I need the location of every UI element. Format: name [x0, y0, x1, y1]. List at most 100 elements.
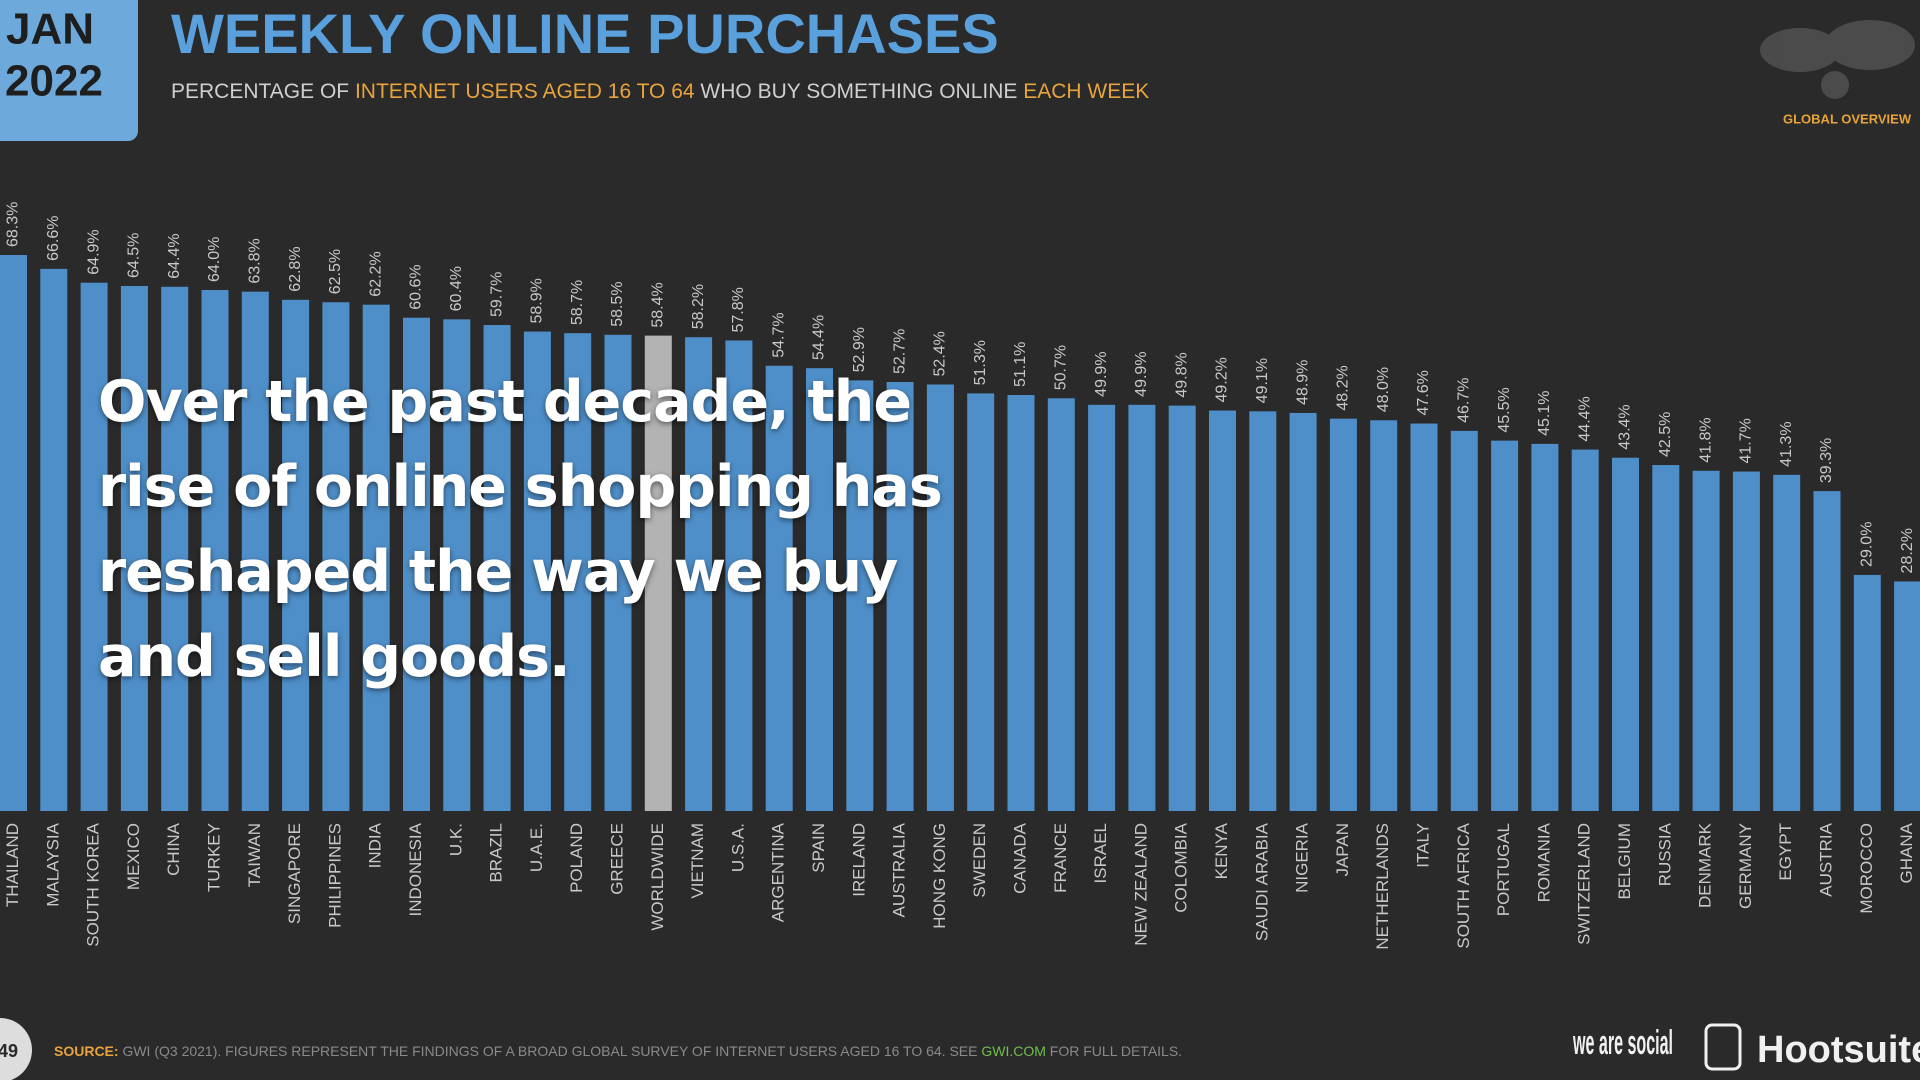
date-month: JAN [6, 5, 94, 54]
x-tick-label: MALAYSIA [43, 822, 62, 906]
x-tick-label: AUSTRIA [1816, 822, 1835, 896]
x-tick-label: ITALY [1413, 823, 1432, 868]
value-label: 60.6% [408, 264, 425, 309]
x-tick-label: TURKEY [204, 823, 223, 892]
bar [1531, 443, 1559, 811]
x-tick-label: EGYPT [1776, 823, 1795, 881]
bar [1692, 470, 1720, 811]
value-label: 51.3% [972, 340, 989, 385]
value-label: 41.3% [1778, 421, 1795, 466]
bar [80, 282, 108, 811]
bar [1813, 491, 1841, 811]
logo-we-are-social: we are social [1573, 1024, 1673, 1062]
owl-icon [1704, 1023, 1742, 1071]
value-label: 58.9% [529, 278, 546, 323]
value-label: 41.7% [1738, 418, 1755, 463]
value-label: 54.4% [811, 315, 828, 360]
bar [644, 335, 672, 811]
x-tick-label: BELGIUM [1615, 823, 1634, 900]
bar [967, 393, 995, 811]
value-label: 64.5% [126, 233, 143, 278]
bar [241, 291, 269, 812]
source: SOURCE: GWI (Q3 2021). FIGURES REPRESENT… [54, 1043, 1182, 1059]
x-tick-label: SOUTH KOREA [84, 822, 103, 946]
x-tick-label: U.A.E. [527, 823, 546, 872]
value-label: 49.1% [1254, 358, 1271, 403]
bar [201, 290, 229, 811]
value-label: 60.4% [448, 266, 465, 311]
x-tick-label: INDIA [366, 822, 385, 868]
bar [1047, 398, 1075, 811]
value-label: 49.9% [1133, 351, 1150, 396]
value-label: 52.9% [851, 327, 868, 372]
value-label: 52.7% [891, 329, 908, 374]
x-tick-label: BRAZIL [487, 823, 506, 883]
bar [1289, 412, 1317, 811]
value-label: 64.4% [166, 233, 183, 278]
subtitle-part: WHO BUY SOMETHING ONLINE [695, 80, 1024, 103]
bar [765, 365, 793, 811]
bar [161, 286, 189, 811]
bar [1209, 410, 1236, 811]
value-label: 62.8% [287, 246, 304, 291]
x-tick-label: PORTUGAL [1494, 823, 1513, 916]
value-label: 58.4% [650, 282, 667, 327]
value-label: 45.1% [1536, 391, 1553, 436]
date-box [0, 0, 138, 141]
x-tick-label: GERMANY [1736, 823, 1755, 909]
x-tick-label: KENYA [1212, 822, 1231, 879]
x-tick-label: SAUDI ARABIA [1252, 822, 1271, 941]
value-label: 50.7% [1053, 345, 1070, 390]
x-tick-label: NETHERLANDS [1373, 823, 1392, 950]
world-map-icon [1760, 20, 1915, 99]
value-label: 58.2% [690, 284, 707, 329]
x-tick-label: MEXICO [124, 823, 143, 890]
bars: 68.3% THAILAND 66.6% MALAYSIA 64.9% SOUTH KOR… [0, 202, 1920, 950]
page-circle [0, 1018, 32, 1080]
value-label: 28.2% [1899, 528, 1916, 573]
value-label: 39.3% [1818, 438, 1835, 483]
x-tick-label: HONG KONG [930, 823, 949, 929]
value-label: 52.4% [932, 331, 949, 376]
x-tick-label: AUSTRALIA [890, 822, 909, 917]
value-label: 45.5% [1496, 387, 1513, 432]
x-tick-label: POLAND [567, 823, 586, 893]
source-end: FOR FULL DETAILS. [1046, 1043, 1182, 1059]
value-label: 47.6% [1415, 370, 1432, 415]
x-tick-label: U.S.A. [728, 823, 747, 872]
value-label: 44.4% [1576, 396, 1593, 441]
bar [564, 333, 592, 811]
x-tick-label: SPAIN [809, 823, 828, 873]
chart-title: WEEKLY ONLINE PURCHASES [171, 2, 999, 65]
bar [1168, 405, 1196, 811]
x-tick-label: ROMANIA [1534, 822, 1553, 902]
x-tick-label: U.K. [446, 823, 465, 856]
date-year: 2022 [5, 57, 103, 106]
bar [846, 380, 874, 811]
x-tick-label: FRANCE [1051, 823, 1070, 893]
bar [1329, 418, 1357, 811]
value-label: 49.9% [1093, 351, 1110, 396]
value-label: 64.0% [206, 237, 223, 282]
x-tick-label: WORLDWIDE [648, 823, 667, 931]
subtitle-part: INTERNET USERS AGED 16 TO 64 [355, 80, 695, 103]
x-tick-label: THAILAND [3, 823, 22, 907]
value-label: 58.7% [569, 280, 586, 325]
x-tick-label: PHILIPPINES [325, 823, 344, 928]
bar [1612, 457, 1639, 811]
x-tick-label: ARGENTINA [769, 822, 788, 922]
value-label: 66.6% [45, 216, 62, 261]
value-label: 48.2% [1335, 365, 1352, 410]
bar [0, 255, 27, 812]
x-tick-label: SWEDEN [970, 823, 989, 898]
x-tick-label: SWITZERLAND [1575, 823, 1594, 945]
bar [1249, 411, 1277, 811]
bar [1450, 430, 1478, 811]
value-label: 42.5% [1657, 412, 1674, 457]
bar [1491, 440, 1519, 811]
x-tick-label: JAPAN [1333, 823, 1352, 877]
bar [523, 331, 551, 811]
bar [806, 368, 833, 811]
x-tick-label: GREECE [607, 823, 626, 895]
